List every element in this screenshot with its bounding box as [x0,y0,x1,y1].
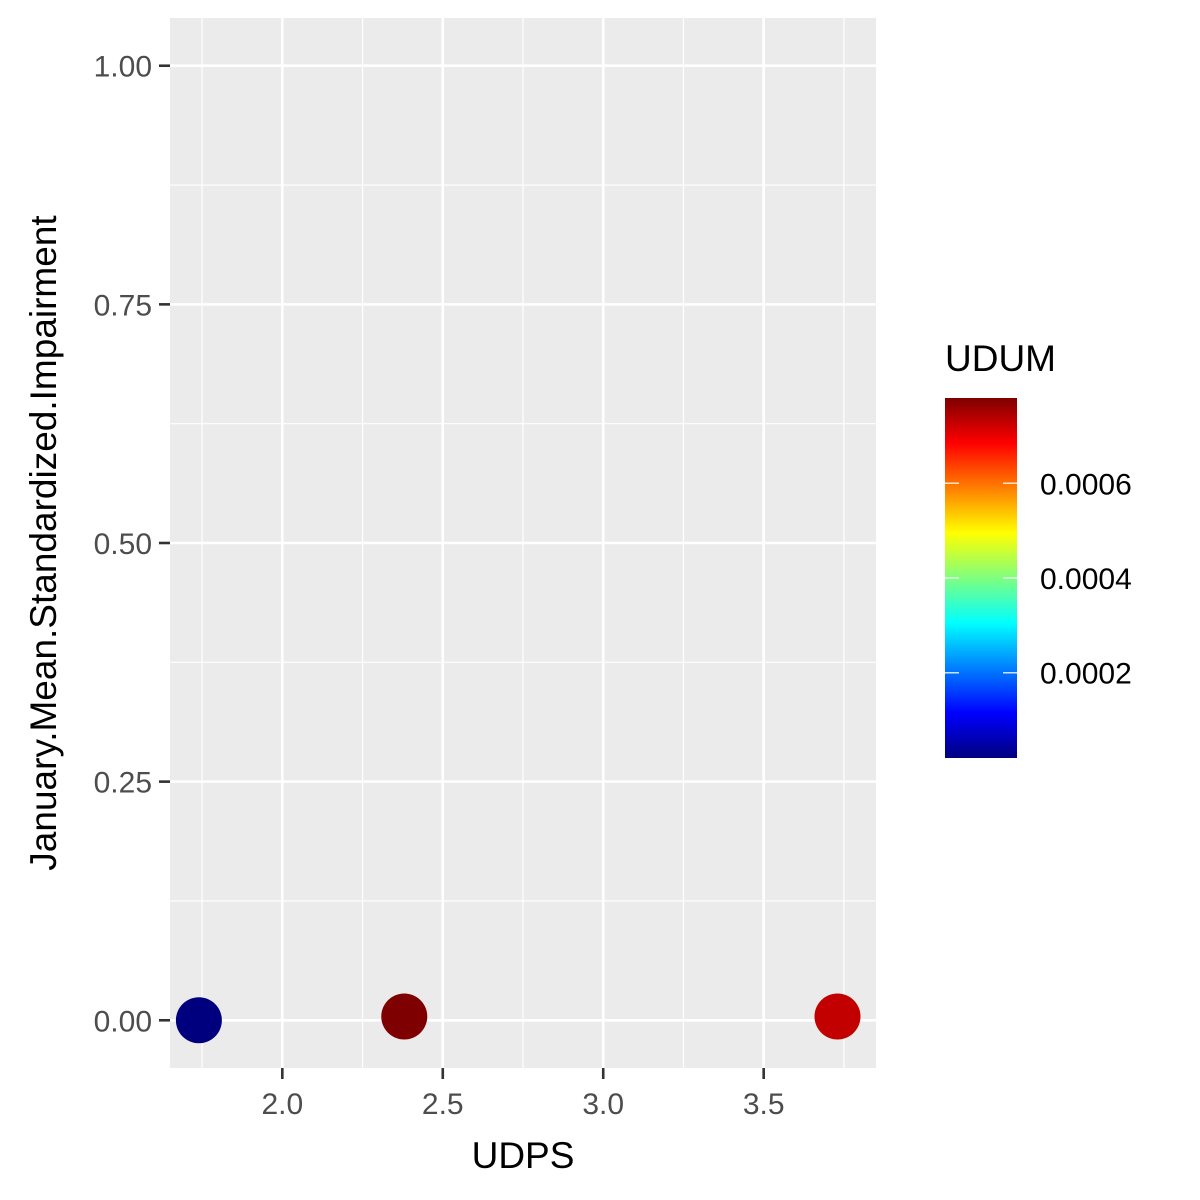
x-tick-label: 2.5 [422,1088,464,1121]
x-axis-title: UDPS [472,1135,575,1176]
data-point [175,997,222,1044]
y-tick-label: 0.75 [94,289,152,322]
y-tick-label: 1.00 [94,51,152,84]
legend-title: UDUM [945,338,1056,379]
y-tick-label: 0.50 [94,528,152,561]
y-tick-label: 0.00 [94,1005,152,1038]
legend-tick-label: 0.0002 [1040,658,1132,691]
y-tick-label: 0.25 [94,767,152,800]
x-tick-label: 3.0 [582,1088,624,1121]
x-tick-label: 3.5 [743,1088,785,1121]
legend-tick-label: 0.0006 [1040,468,1132,501]
legend-ticks: 0.0002 0.0004 0.0006 [945,468,1132,691]
grid-lines [170,18,876,1068]
color-legend: UDUM 0.0002 0.0004 0.0006 [945,338,1132,758]
x-axis: 2.0 2.5 3.0 3.5 [261,1068,785,1121]
data-points [175,993,861,1044]
data-point [814,993,861,1040]
y-axis: 0.00 0.25 0.50 0.75 1.00 [94,51,170,1038]
y-axis-title: January.Mean.Standardized.Impairment [23,215,64,871]
data-point [381,993,428,1040]
legend-tick-label: 0.0004 [1040,563,1132,596]
x-tick-label: 2.0 [261,1088,303,1121]
